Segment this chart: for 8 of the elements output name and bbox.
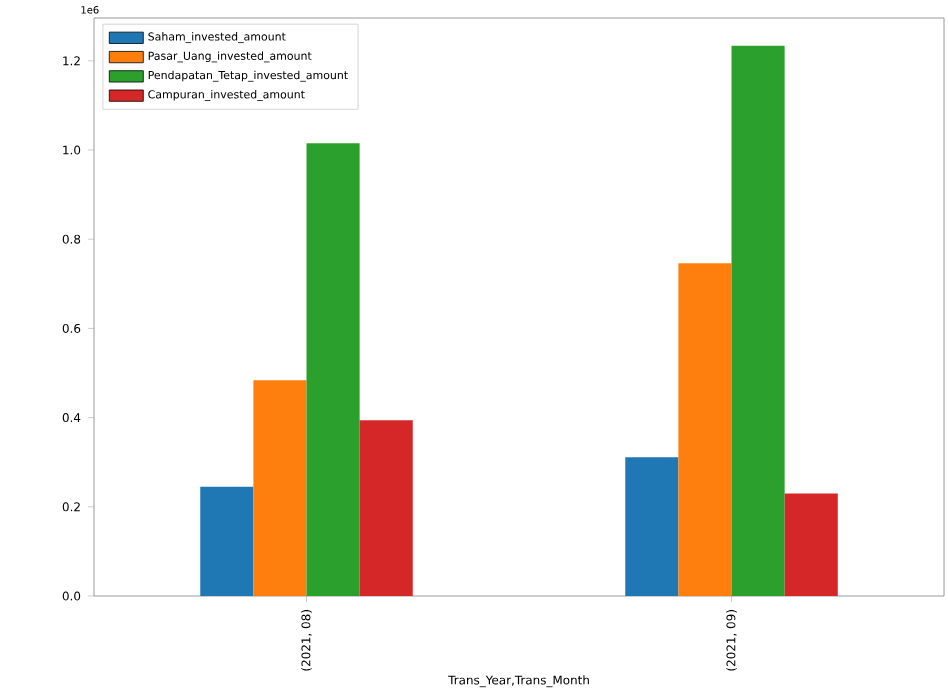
bar: [678, 263, 732, 596]
bar: [253, 380, 307, 596]
bar: [200, 486, 254, 596]
bar: [359, 420, 413, 596]
bar: [625, 457, 679, 596]
bar: [306, 143, 360, 596]
bar: [731, 45, 785, 596]
bar: [784, 493, 838, 596]
